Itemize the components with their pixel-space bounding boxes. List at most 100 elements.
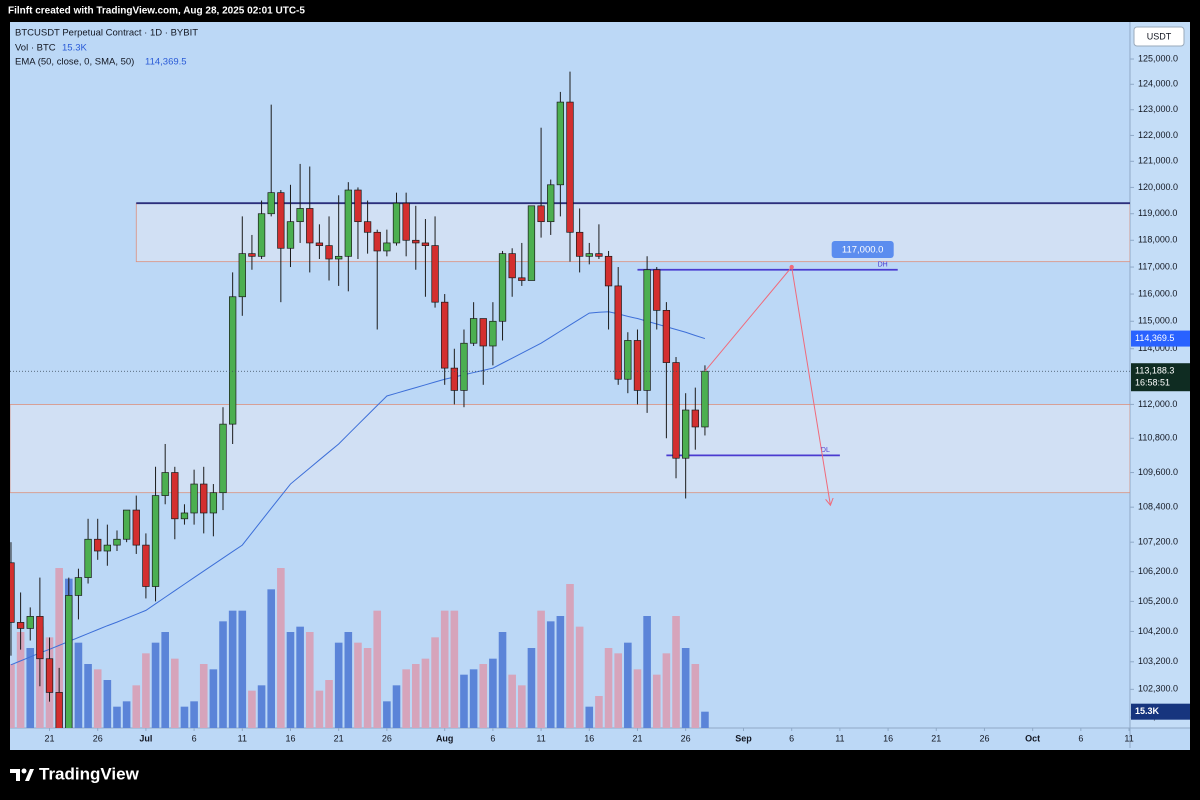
level-label: DL: [821, 447, 830, 454]
x-tick-label: 16: [285, 733, 295, 743]
candle-body: [518, 277, 526, 281]
volume-bar: [450, 610, 459, 728]
candle-body: [450, 367, 458, 391]
candle-body: [103, 544, 111, 552]
y-tick-label: 119,000.0: [1138, 208, 1177, 218]
candle-body: [45, 658, 54, 693]
volume-bar: [180, 706, 189, 728]
volume-bar: [652, 674, 661, 728]
volume-bar: [16, 632, 25, 728]
volume-bar: [248, 690, 256, 728]
volume-bar: [537, 610, 545, 728]
volume-bar: [633, 669, 642, 728]
x-tick-label: 21: [45, 733, 55, 743]
volume-bar: [440, 610, 449, 728]
volume-bar: [614, 653, 622, 728]
volume-bar: [84, 664, 92, 728]
volume-bar: [392, 685, 401, 728]
candle-body: [402, 202, 410, 241]
volume-bar: [575, 626, 584, 728]
candle-body: [383, 242, 391, 252]
candle-body: [672, 362, 680, 459]
ema-badge-label: 114,369.5: [1135, 333, 1174, 343]
candle-body: [122, 509, 131, 540]
currency: USDT: [1147, 31, 1172, 41]
volume-bar: [315, 690, 324, 728]
candle-body: [65, 595, 73, 728]
candle-body: [286, 221, 295, 249]
y-tick-label: 115,000.0: [1138, 316, 1177, 326]
volume-bar: [479, 664, 488, 728]
x-tick-label: 16: [584, 733, 594, 743]
candle-body: [363, 221, 372, 233]
candle-body: [296, 208, 304, 223]
y-tick-label: 123,000.0: [1138, 104, 1178, 114]
candle-body: [248, 253, 256, 257]
candle-body: [10, 562, 15, 623]
axes: 125,000.0 124,000.0 123,000.0 122,000.0 121,…: [45, 53, 1190, 743]
candle-body: [373, 231, 381, 252]
y-tick-label: 105,200.0: [1138, 596, 1178, 606]
y-tick-label: 112,000.0: [1138, 399, 1177, 409]
candle-body: [354, 189, 362, 223]
legend-volume-value: 15.3K: [62, 43, 87, 54]
x-tick-label: 21: [632, 733, 642, 743]
y-tick-label: 110,800.0: [1138, 433, 1177, 443]
candle-body: [489, 320, 497, 347]
x-tick-label: Oct: [1025, 733, 1040, 743]
candle-body: [200, 483, 208, 514]
volume-bar: [277, 568, 285, 728]
x-tick-label: Jul: [139, 733, 152, 743]
volume-bar: [286, 632, 295, 728]
candle-body: [335, 255, 343, 260]
candle-body: [325, 245, 333, 260]
candle-body: [238, 253, 246, 298]
volume-bar: [305, 632, 314, 728]
candle-body: [479, 318, 487, 347]
volume-bar: [556, 616, 565, 728]
volume-bar: [681, 648, 690, 728]
volume-bar: [585, 706, 594, 728]
volume-bar: [171, 658, 179, 728]
y-tick-label: 118,000.0: [1138, 235, 1177, 245]
candle-body: [566, 101, 574, 233]
currency-box: [1133, 26, 1185, 47]
footer-brand: TradingView: [39, 764, 140, 783]
candle-body: [460, 342, 468, 391]
candle-body: [604, 255, 613, 287]
candle-body: [151, 495, 160, 587]
y-tick-label: 121,000.0: [1138, 156, 1178, 166]
x-tick-label: 6: [192, 733, 197, 743]
candle-body: [267, 192, 275, 215]
attribution: Filnft created with TradingView.com, Aug…: [8, 6, 305, 17]
y-tick-label: 109,600.0: [1138, 467, 1178, 477]
x-tick-label: 11: [1124, 733, 1133, 743]
volume-bar: [604, 648, 613, 728]
candle-body: [219, 423, 227, 494]
volume-bar: [55, 568, 63, 728]
volume-bar: [421, 658, 430, 728]
volume-bar: [103, 680, 112, 728]
x-tick-label: 11: [238, 733, 247, 743]
volume-bar: [10, 664, 15, 728]
candle-body: [171, 472, 179, 520]
volume-bar: [26, 648, 35, 728]
level-label: DH: [878, 262, 888, 269]
header-bar: [0, 0, 1200, 22]
candle-body: [691, 409, 699, 428]
candle-body: [55, 692, 63, 728]
volume-bar: [325, 680, 333, 728]
candle-body: [306, 208, 314, 244]
candle-body: [16, 622, 25, 629]
volume-bar: [334, 642, 343, 728]
candle-body: [36, 616, 44, 660]
candle-body: [527, 205, 536, 281]
zone: [135, 202, 1130, 263]
x-tick-label: Aug: [436, 733, 454, 743]
zone: [10, 404, 1130, 494]
candle-body: [74, 577, 83, 596]
logo-mark: [10, 769, 20, 781]
volume-bar: [161, 632, 169, 728]
